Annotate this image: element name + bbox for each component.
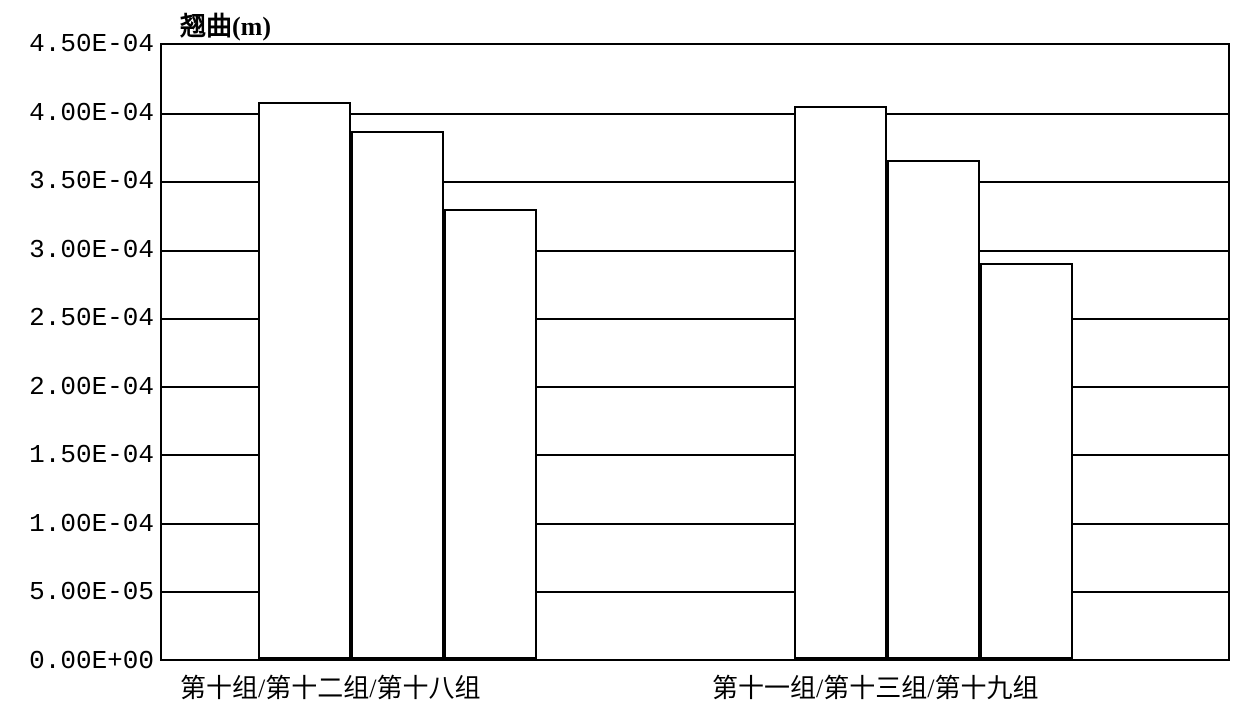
y-tick-label: 4.00E-04: [29, 98, 154, 128]
bar-g1-2: [351, 131, 444, 659]
y-tick-label: 1.50E-04: [29, 440, 154, 470]
bars-layer: [162, 45, 1228, 659]
bar-g2-1: [794, 106, 887, 659]
x-label-group-1: 第十组/第十二组/第十八组: [180, 668, 480, 705]
y-tick-label: 0.00E+00: [29, 646, 154, 676]
warpage-bar-chart: 翘曲(m) 0.00E+00 5.00E-05 1.00E-04 1.50E-0…: [0, 0, 1239, 727]
y-tick-label: 3.50E-04: [29, 166, 154, 196]
bar-g2-2: [887, 160, 980, 659]
bar-g2-3: [980, 263, 1073, 659]
y-tick-label: 3.00E-04: [29, 235, 154, 265]
y-tick-label: 1.00E-04: [29, 509, 154, 539]
y-tick-label: 4.50E-04: [29, 29, 154, 59]
bar-g1-3: [444, 209, 537, 659]
x-label-group-2: 第十一组/第十三组/第十九组: [712, 668, 1038, 705]
plot-area: [160, 43, 1230, 661]
bar-g1-1: [258, 102, 351, 659]
y-tick-label: 5.00E-05: [29, 577, 154, 607]
y-tick-label: 2.50E-04: [29, 303, 154, 333]
chart-title: 翘曲(m): [180, 6, 271, 43]
y-tick-label: 2.00E-04: [29, 372, 154, 402]
